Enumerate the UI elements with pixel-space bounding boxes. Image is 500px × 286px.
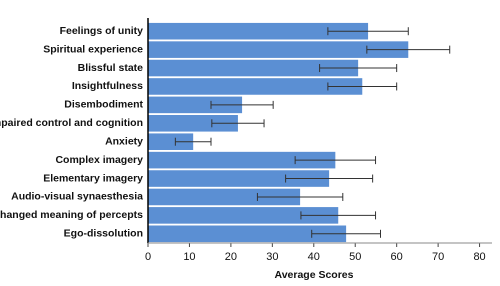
x-axis-label: Average Scores	[275, 269, 354, 281]
y-tick-label: Disembodiment	[64, 99, 143, 111]
x-tick-label: 70	[432, 251, 444, 263]
error-bar	[285, 174, 374, 183]
error-bar	[211, 119, 265, 128]
error-bar	[300, 211, 377, 220]
bar	[148, 41, 409, 58]
bar	[148, 133, 194, 150]
x-tick-label: 40	[308, 251, 320, 263]
bar	[148, 225, 347, 243]
bar	[148, 22, 369, 40]
y-tick-label: Ego-dissolution	[64, 228, 143, 240]
error-bar	[327, 82, 398, 91]
bar	[148, 188, 301, 206]
bar	[148, 115, 238, 132]
y-tick-label: Feelings of unity	[60, 25, 144, 37]
error-bar	[327, 27, 409, 36]
y-tick-label: Changed meaning of percepts	[0, 209, 143, 221]
x-tick-label: 10	[183, 251, 195, 263]
x-tick-label: 30	[266, 251, 278, 263]
error-bar	[256, 192, 344, 201]
x-tick-label: 20	[225, 251, 237, 263]
y-tick-label: Elementary imagery	[43, 172, 143, 184]
y-tick-label: Blissful state	[78, 62, 144, 74]
bar	[148, 96, 243, 114]
bar	[148, 151, 336, 169]
y-tick-label: Spiritual experience	[43, 43, 143, 55]
x-tick-label: 50	[349, 251, 361, 263]
y-tick-label: Complex imagery	[55, 154, 143, 166]
error-bar	[311, 229, 382, 238]
error-bar	[174, 137, 212, 146]
bar	[148, 207, 339, 224]
y-tick-label: Anxiety	[105, 135, 143, 147]
x-tick-label: 0	[145, 251, 151, 263]
x-tick-label: 60	[391, 251, 403, 263]
error-bar	[210, 100, 274, 109]
x-tick-label: 80	[473, 251, 485, 263]
y-tick-label: Audio-visual synaesthesia	[11, 191, 143, 203]
bar	[148, 59, 359, 77]
error-bar	[294, 156, 377, 165]
error-bar	[366, 45, 451, 54]
bar	[148, 170, 330, 187]
error-bar	[319, 64, 398, 73]
bar	[148, 78, 363, 95]
y-tick-label: Impaired control and cognition	[0, 117, 143, 129]
y-tick-label: Insightfulness	[72, 80, 143, 92]
